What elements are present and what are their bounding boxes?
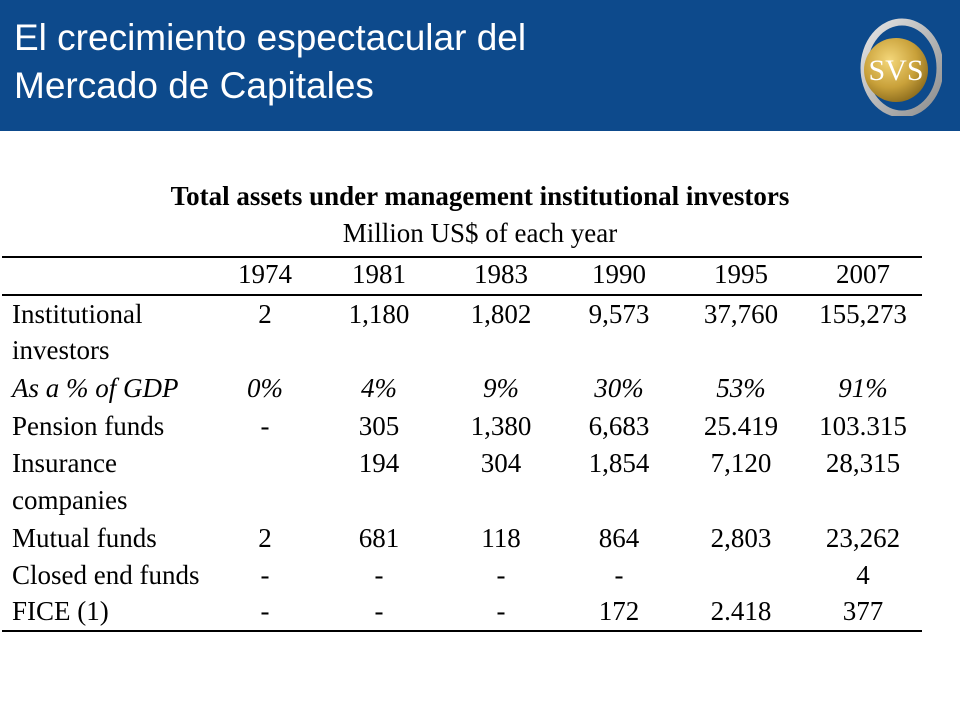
table-cell: - [260, 560, 270, 590]
row-label: Closed end funds [12, 560, 200, 590]
row-label: As a % of GDP [12, 373, 179, 403]
table-cell: - [260, 596, 270, 626]
table-cell: 4 [856, 560, 870, 590]
year-header: 1990 [592, 259, 646, 289]
table-cell: 864 [598, 523, 640, 553]
year-header: 1981 [352, 259, 406, 289]
table-cell: 7,120 [710, 448, 772, 478]
year-header: 1974 [238, 259, 292, 289]
slide-header: El crecimiento espectacular del Mercado … [0, 0, 960, 131]
table-cell: 23,262 [825, 523, 901, 553]
year-header: 1983 [474, 259, 528, 289]
table-cell: 377 [842, 596, 884, 626]
table-cell: 2 [258, 523, 272, 553]
table-cell: - [374, 596, 384, 626]
slide-title: El crecimiento espectacular del Mercado … [14, 14, 834, 110]
table-cell: 30% [594, 373, 644, 403]
table-subtitle: Million US$ of each year [342, 218, 618, 248]
year-header: 1995 [714, 259, 768, 289]
table-cell: 37,760 [703, 299, 779, 329]
table-cell: - [374, 560, 384, 590]
table-cell: - [260, 411, 270, 441]
table-cell: 1,802 [470, 299, 532, 329]
year-header: 2007 [836, 259, 890, 289]
slide-title-line-2: Mercado de Capitales [14, 65, 374, 106]
table-cell: 2,803 [710, 523, 772, 553]
table-cell: 4% [361, 373, 397, 403]
svs-logo-text: SVS [868, 54, 923, 87]
table-cell: 103.315 [819, 411, 907, 441]
table-cell: 1,180 [348, 299, 410, 329]
table-cell: - [614, 560, 624, 590]
table-cell: 155,273 [819, 299, 907, 329]
table-cell: 28,315 [825, 448, 901, 478]
table-cell: 304 [480, 448, 522, 478]
table-cell: 172 [598, 596, 640, 626]
table-cell: 2 [258, 299, 272, 329]
row-label: Insurance [12, 448, 117, 478]
row-label: Institutional [12, 299, 143, 329]
table-rule-top [2, 256, 922, 258]
table-cell: 25.419 [703, 411, 779, 441]
table-cell: - [496, 560, 506, 590]
row-label: FICE (1) [12, 596, 109, 626]
table-cell: 91% [838, 373, 888, 403]
table-cell: 118 [481, 523, 521, 553]
svs-logo-icon: SVS [860, 18, 942, 116]
table-rule-bottom [2, 630, 922, 632]
row-label-cont: investors [12, 335, 110, 365]
table-cell: 305 [358, 411, 400, 441]
table-cell: 681 [358, 523, 400, 553]
table-cell: 2.418 [710, 596, 772, 626]
row-label: Pension funds [12, 411, 165, 441]
table-cell: - [496, 596, 506, 626]
table-cell: 0% [247, 373, 283, 403]
table-rule-header [2, 294, 922, 296]
table-title: Total assets under management institutio… [170, 181, 790, 211]
table-cell: 194 [358, 448, 400, 478]
table-cell: 9,573 [588, 299, 650, 329]
table-cell: 1,854 [588, 448, 650, 478]
table-cell: 9% [483, 373, 519, 403]
row-label-cont: companies [12, 485, 128, 515]
table-cell: 53% [716, 373, 766, 403]
slide-title-line-1: El crecimiento espectacular del [14, 17, 527, 58]
table-cell: 6,683 [588, 411, 650, 441]
table-cell: 1,380 [470, 411, 532, 441]
row-label: Mutual funds [12, 523, 157, 553]
